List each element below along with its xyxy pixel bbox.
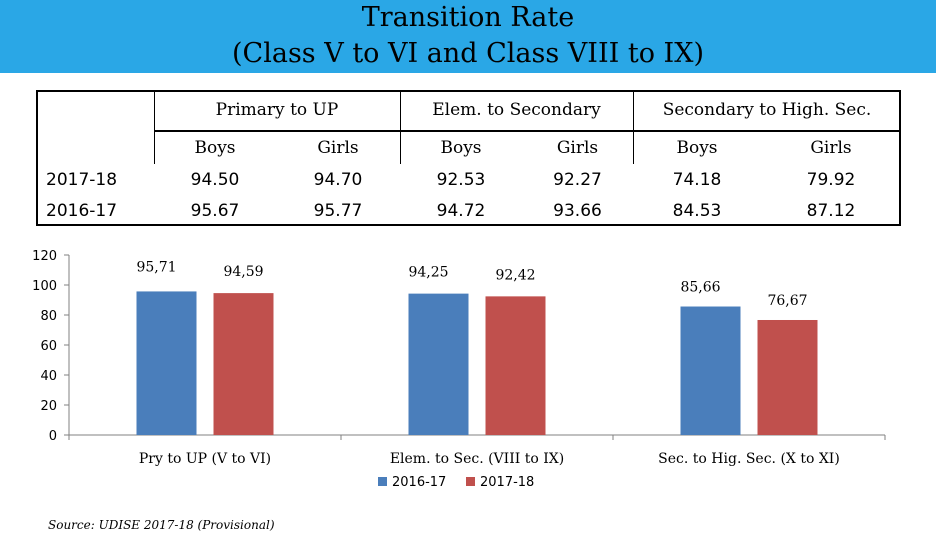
bar-2017-18-2 xyxy=(757,319,818,435)
x-category-label: Pry to UP (V to VI) xyxy=(139,451,271,467)
table-subheader: Boys xyxy=(676,138,718,158)
bar-2016-17-2 xyxy=(680,306,741,435)
table-row-year: 2017-18 xyxy=(46,169,118,190)
table-border xyxy=(899,90,901,226)
data-label: 85,66 xyxy=(680,280,720,296)
table-cell: 95.77 xyxy=(313,200,363,221)
table-subheader: Girls xyxy=(810,138,852,158)
table-cell: 94.70 xyxy=(313,169,363,190)
table-divider xyxy=(154,130,901,132)
x-category-label: Sec. to Hig. Sec. (X to XI) xyxy=(658,451,840,467)
legend-swatch-2016-17 xyxy=(378,477,387,486)
title-banner: Transition Rate (Class V to VI and Class… xyxy=(0,0,936,73)
table-group-header: Secondary to High. Sec. xyxy=(662,100,872,120)
y-tick-label: 120 xyxy=(32,249,57,264)
page-title: Transition Rate xyxy=(361,2,575,33)
table-cell: 94.50 xyxy=(190,169,240,190)
page-subtitle: (Class V to VI and Class VIII to IX) xyxy=(232,38,704,69)
table-border xyxy=(36,90,38,226)
transition-rate-table: Primary to UP Elem. to Secondary Seconda… xyxy=(36,90,901,226)
bar-2017-18-0 xyxy=(213,293,274,435)
table-divider xyxy=(633,90,634,164)
x-category-label: Elem. to Sec. (VIII to IX) xyxy=(390,451,564,467)
table-subheader: Girls xyxy=(317,138,359,158)
y-tick-label: 80 xyxy=(40,309,57,324)
data-label: 92,42 xyxy=(495,267,535,283)
table-cell: 74.18 xyxy=(672,169,722,190)
table-subheader: Boys xyxy=(194,138,236,158)
data-label: 95,71 xyxy=(136,259,176,275)
table-divider xyxy=(154,90,155,164)
transition-rate-bar-chart: 0 20 40 60 80 100 120 95,71 94,59 Pry to UP (V to… xyxy=(32,249,886,490)
data-label: 94,25 xyxy=(408,265,448,281)
table-border xyxy=(36,90,901,92)
data-label: 76,67 xyxy=(767,293,807,309)
table-border xyxy=(36,224,901,226)
table-cell: 94.72 xyxy=(436,200,486,221)
table-row-year: 2016-17 xyxy=(46,200,118,221)
table-cell: 92.53 xyxy=(436,169,486,190)
table-subheader: Boys xyxy=(440,138,482,158)
y-tick-label: 100 xyxy=(32,279,57,294)
bar-2016-17-0 xyxy=(136,291,197,435)
table-group-header: Elem. to Secondary xyxy=(432,100,601,120)
table-group-header: Primary to UP xyxy=(215,100,339,120)
table-divider xyxy=(400,90,401,164)
table-cell: 87.12 xyxy=(806,200,856,221)
y-tick-label: 20 xyxy=(40,399,57,414)
bar-2016-17-1 xyxy=(408,293,469,435)
table-cell: 79.92 xyxy=(806,169,856,190)
legend-label: 2016-17 xyxy=(392,475,446,490)
table-cell: 92.27 xyxy=(553,169,602,190)
legend-label: 2017-18 xyxy=(480,475,534,490)
bar-2017-18-1 xyxy=(485,296,546,435)
legend-swatch-2017-18 xyxy=(466,477,475,486)
table-cell: 84.53 xyxy=(672,200,722,221)
y-tick-label: 60 xyxy=(40,339,57,354)
y-tick-label: 0 xyxy=(49,429,57,444)
y-tick-label: 40 xyxy=(40,369,57,384)
source-note: Source: UDISE 2017-18 (Provisional) xyxy=(48,518,275,532)
table-cell: 93.66 xyxy=(553,200,602,221)
table-cell: 95.67 xyxy=(190,200,240,221)
table-subheader: Girls xyxy=(556,138,599,158)
data-label: 94,59 xyxy=(223,264,263,280)
